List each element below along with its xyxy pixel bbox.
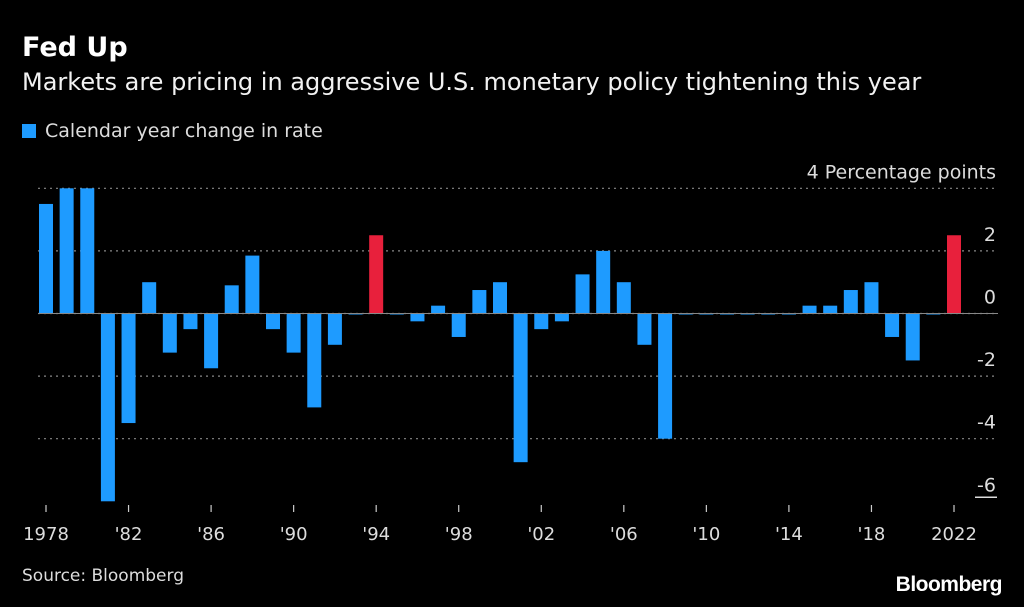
bar-2020 (905, 313, 920, 361)
y-tick-label: 2 (984, 224, 996, 246)
bar-1998 (451, 313, 466, 337)
bar-1978 (39, 203, 53, 314)
bar-2006 (616, 282, 631, 314)
bar-1988 (245, 255, 260, 314)
bar-1999 (472, 290, 487, 314)
bar-1989 (266, 313, 280, 330)
x-tick-label: '02 (527, 524, 555, 545)
bar-chart: 4 Percentage points 2 0 -2 -4 -6 1978 '82 '86 '90… (23, 161, 998, 545)
y-tick-label: -6 (977, 474, 996, 496)
x-tick-label: '06 (610, 524, 638, 545)
x-tick-label: '86 (197, 524, 225, 545)
source-note: Source: Bloomberg (22, 566, 184, 586)
y-tick-label: -4 (977, 412, 996, 434)
bar-2002 (534, 313, 549, 330)
bar-1982 (121, 313, 136, 424)
bar-1997 (431, 305, 446, 314)
bar-1990 (286, 313, 301, 353)
bar-2016 (823, 305, 838, 314)
bar-1987 (224, 285, 239, 314)
legend-swatch (22, 124, 36, 138)
chart-title: Fed Up (22, 32, 128, 63)
bar-2017 (843, 290, 858, 314)
x-tick-label: '82 (115, 524, 143, 545)
bar-1992 (327, 313, 342, 345)
bar-2003 (554, 313, 569, 322)
bar-2008 (658, 313, 673, 439)
bar-1996 (410, 313, 425, 322)
bar-1979 (59, 188, 74, 314)
bar-1991 (307, 313, 322, 408)
x-tick-label: '90 (280, 524, 308, 545)
bar-1984 (162, 313, 177, 353)
x-tick-label: 2022 (931, 524, 977, 545)
bar-2007 (637, 313, 652, 345)
bar-2022 (947, 235, 961, 314)
legend-label: Calendar year change in rate (45, 120, 323, 142)
x-tick-label: '14 (775, 524, 803, 545)
x-tick-label: '10 (692, 524, 720, 545)
bar-2000 (493, 282, 507, 314)
bar-1981 (100, 313, 115, 502)
x-tick-label: 1978 (23, 524, 69, 545)
bar-2001 (513, 313, 528, 463)
bar-2004 (575, 274, 590, 314)
y-tick-label: -2 (977, 349, 996, 371)
bar-2015 (802, 305, 817, 314)
legend: Calendar year change in rate (22, 120, 323, 142)
bloomberg-logo: Bloomberg (895, 573, 1003, 596)
bar-1983 (142, 282, 157, 314)
x-tick-label: '18 (858, 524, 886, 545)
y-tick-label: 0 (984, 287, 996, 309)
x-tick-label: '94 (362, 524, 390, 545)
y-tick-label: 4 Percentage points (807, 161, 996, 183)
bar-1985 (183, 313, 198, 330)
bar-1980 (80, 188, 95, 314)
bar-2005 (596, 250, 611, 314)
bar-1986 (204, 313, 219, 369)
bar-1994 (369, 235, 384, 314)
bar-2019 (885, 313, 900, 337)
chart-subtitle: Markets are pricing in aggressive U.S. m… (22, 68, 922, 96)
bar-2018 (864, 282, 879, 314)
x-tick-label: '98 (445, 524, 473, 545)
